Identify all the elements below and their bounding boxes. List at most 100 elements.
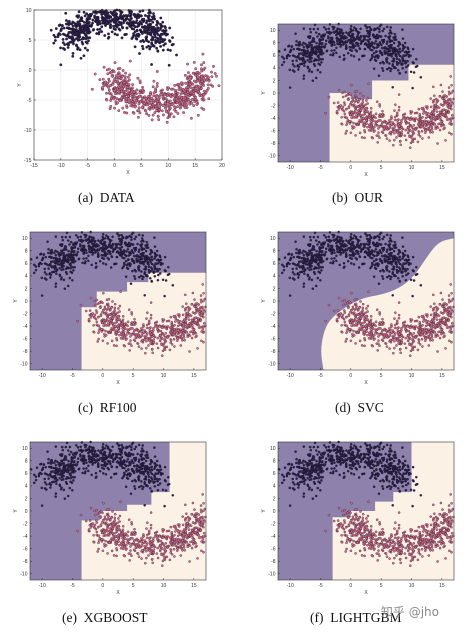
point-class-1 [378, 103, 381, 106]
point-class-0 [80, 17, 83, 21]
point-class-0 [378, 42, 382, 45]
point-class-1 [181, 313, 185, 317]
y-tick-label: 10 [22, 236, 28, 242]
point-class-0 [43, 277, 47, 280]
point-class-0 [321, 250, 324, 253]
point-class-1 [145, 331, 148, 334]
point-class-0 [69, 252, 73, 256]
point-class-1 [107, 88, 111, 92]
point-class-0 [109, 252, 112, 256]
point-class-1 [186, 90, 190, 94]
point-class-0 [49, 255, 52, 259]
x-tick-label: 10 [165, 163, 171, 169]
point-class-0 [64, 235, 68, 239]
point-class-1 [197, 85, 201, 89]
point-class-1 [103, 305, 107, 309]
point-class-1 [185, 330, 189, 334]
point-class-1 [424, 131, 427, 134]
point-class-0 [155, 258, 159, 262]
point-class-1 [130, 321, 134, 324]
point-class-1 [197, 308, 201, 312]
point-class-0 [398, 50, 402, 54]
point-class-0 [387, 52, 390, 56]
point-class-0 [62, 47, 65, 50]
point-class-1 [126, 86, 130, 89]
point-class-1 [120, 96, 123, 100]
point-class-1 [441, 108, 445, 112]
point-class-1 [161, 95, 165, 99]
point-class-1 [206, 83, 210, 87]
point-class-0 [87, 259, 90, 263]
point-class-1 [104, 329, 107, 333]
point-class-0 [301, 58, 304, 61]
point-class-1 [136, 115, 140, 119]
point-class-1 [409, 146, 412, 149]
point-class-0 [317, 270, 320, 273]
point-class-0 [308, 34, 312, 38]
point-class-1 [374, 123, 377, 127]
point-class-0 [307, 253, 311, 257]
point-class-1 [154, 322, 157, 325]
point-class-1 [145, 346, 148, 350]
point-class-0 [81, 261, 84, 265]
point-class-0 [91, 18, 95, 22]
point-class-1 [101, 321, 104, 325]
point-class-0 [392, 41, 396, 45]
point-class-0 [362, 242, 365, 246]
point-class-0 [397, 261, 400, 264]
point-class-1 [201, 328, 205, 331]
point-class-0 [350, 46, 353, 49]
point-class-0 [163, 42, 167, 46]
point-class-0 [302, 249, 305, 253]
point-class-0 [146, 255, 149, 259]
point-class-1 [147, 101, 151, 105]
point-class-1 [144, 109, 148, 113]
point-class-0 [297, 68, 300, 71]
point-class-1 [181, 339, 184, 342]
point-class-0 [78, 29, 82, 33]
point-class-1 [124, 92, 128, 96]
point-class-1 [351, 99, 355, 103]
point-class-0 [344, 248, 347, 251]
point-class-1 [201, 52, 205, 56]
point-class-1 [200, 339, 203, 343]
point-class-1 [92, 324, 95, 327]
point-class-1 [193, 96, 197, 99]
point-class-1 [173, 331, 176, 335]
point-class-0 [155, 249, 159, 253]
point-class-1 [202, 68, 206, 72]
point-class-0 [302, 282, 306, 285]
point-class-1 [125, 334, 128, 337]
point-class-0 [318, 261, 321, 264]
point-class-0 [53, 251, 56, 255]
point-class-1 [403, 134, 407, 137]
point-class-0 [116, 232, 119, 235]
point-class-0 [150, 280, 154, 283]
point-class-1 [147, 114, 151, 117]
point-class-0 [384, 242, 387, 246]
point-class-1 [188, 350, 191, 353]
point-class-0 [90, 236, 93, 239]
point-class-0 [54, 235, 58, 238]
point-class-0 [290, 45, 294, 48]
point-class-0 [111, 244, 115, 247]
point-class-0 [406, 260, 409, 263]
point-class-0 [412, 279, 416, 282]
point-class-0 [282, 265, 286, 268]
point-class-0 [352, 36, 355, 39]
point-class-0 [122, 21, 125, 25]
point-class-1 [178, 335, 182, 338]
y-tick-label: -10 [268, 154, 275, 160]
point-class-0 [77, 257, 81, 260]
point-class-0 [293, 65, 296, 68]
point-class-1 [165, 120, 169, 124]
point-class-1 [424, 110, 427, 114]
point-class-0 [124, 254, 128, 258]
point-class-1 [343, 101, 346, 104]
point-class-0 [354, 235, 358, 239]
y-tick-label: -4 [23, 324, 28, 330]
point-class-0 [394, 260, 398, 264]
point-class-0 [63, 287, 67, 290]
point-class-1 [179, 81, 183, 85]
point-class-1 [182, 333, 186, 337]
